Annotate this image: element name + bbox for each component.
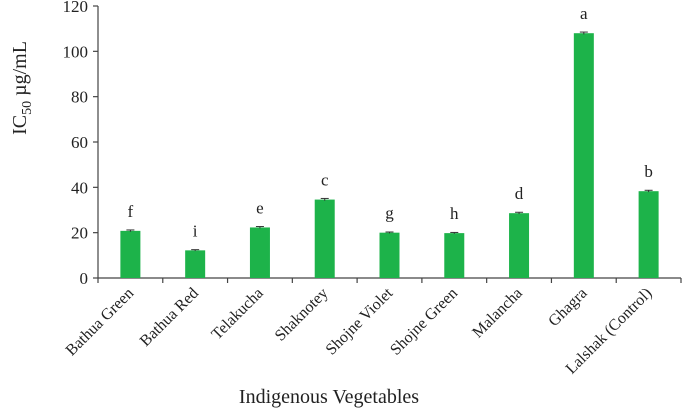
x-tick-label: Bathua Green [63, 285, 138, 360]
y-tick-label: 40 [71, 178, 88, 197]
bar [638, 191, 659, 278]
y-axis: 0 20 40 60 80 100 120 [63, 0, 99, 288]
bar [444, 233, 465, 278]
x-tick-label: Ghagra [545, 285, 590, 330]
y-axis-title-subscript: 50 [20, 101, 35, 115]
y-axis-title-unit: µg/mL [9, 41, 31, 101]
bar [509, 213, 530, 278]
bar [573, 33, 594, 279]
y-axis-title: IC50 µg/mL [9, 41, 35, 135]
significance-letter: b [644, 162, 653, 181]
y-tick-label: 20 [71, 224, 88, 243]
x-tick-label: Malancha [469, 285, 526, 342]
significance-letter: e [256, 198, 264, 217]
bar [120, 230, 141, 278]
bars: f Bathua Green i Bathua Red e Telakucha c Shakn… [63, 4, 659, 378]
x-tick-label: Telakucha [208, 285, 266, 343]
significance-letter: g [385, 204, 394, 223]
x-axis-title: Indigenous Vegetables [239, 386, 419, 408]
significance-letter: a [580, 4, 588, 23]
significance-letter: h [450, 204, 459, 223]
y-tick-label: 60 [71, 133, 88, 152]
y-tick-label: 80 [71, 88, 88, 107]
significance-letter: d [515, 184, 524, 203]
significance-letter: i [193, 221, 198, 240]
x-tick-label: Shojne Green [387, 285, 461, 359]
bar [185, 250, 206, 278]
x-tick-label: Shojne Violet [323, 284, 397, 358]
x-axis [97, 277, 682, 283]
y-tick-label: 120 [63, 0, 89, 16]
bar [379, 232, 400, 278]
bar [314, 199, 335, 278]
y-axis-title-main: IC [9, 115, 31, 135]
y-tick-label: 100 [63, 42, 89, 61]
significance-letter: f [128, 202, 134, 221]
significance-letter: c [321, 171, 329, 190]
x-tick-label: Bathua Red [137, 285, 202, 350]
y-tick-label: 0 [80, 269, 89, 288]
x-tick-label: Shaknotey [272, 285, 332, 345]
bar [249, 227, 270, 278]
